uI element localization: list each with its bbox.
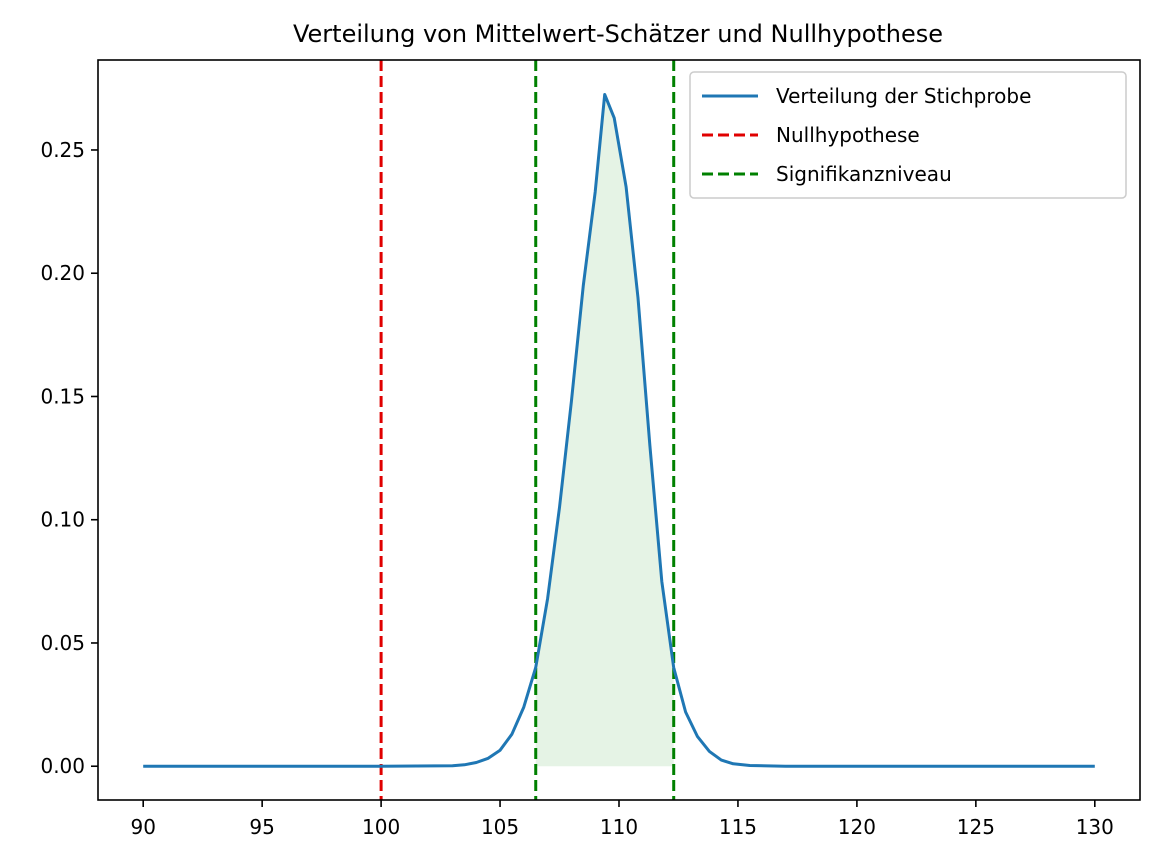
legend-box xyxy=(689,71,1127,199)
x-tick-label: 115 xyxy=(719,815,757,839)
legend-label: Nullhypothese xyxy=(776,123,920,147)
axes-group: 90 95 100 105 110 115 120 125 130 0.00 0.05 0.10 0.1… xyxy=(40,59,1141,839)
y-tick-label: 0.20 xyxy=(40,261,85,285)
y-tick-label: 0.00 xyxy=(40,754,85,778)
x-tick-label: 125 xyxy=(957,815,995,839)
x-tick-label: 100 xyxy=(362,815,400,839)
shaded-region xyxy=(535,94,674,767)
x-tick-label: 105 xyxy=(481,815,519,839)
x-tick-label: 120 xyxy=(838,815,876,839)
x-tick-label: 110 xyxy=(600,815,638,839)
y-tick-label: 0.10 xyxy=(40,508,85,532)
y-tick-label: 0.05 xyxy=(40,631,85,655)
x-tick-label: 130 xyxy=(1076,815,1114,839)
distribution-curve xyxy=(143,93,1095,768)
chart-title: Verteilung von Mittelwert-Schätzer und N… xyxy=(293,20,943,48)
x-tick-label: 90 xyxy=(130,815,155,839)
x-tick-label: 95 xyxy=(249,815,274,839)
legend-label: Signifikanzniveau xyxy=(776,162,952,186)
y-tick-label: 0.15 xyxy=(40,384,85,408)
legend-label: Verteilung der Stichprobe xyxy=(776,84,1031,108)
y-tick-label: 0.25 xyxy=(40,138,85,162)
